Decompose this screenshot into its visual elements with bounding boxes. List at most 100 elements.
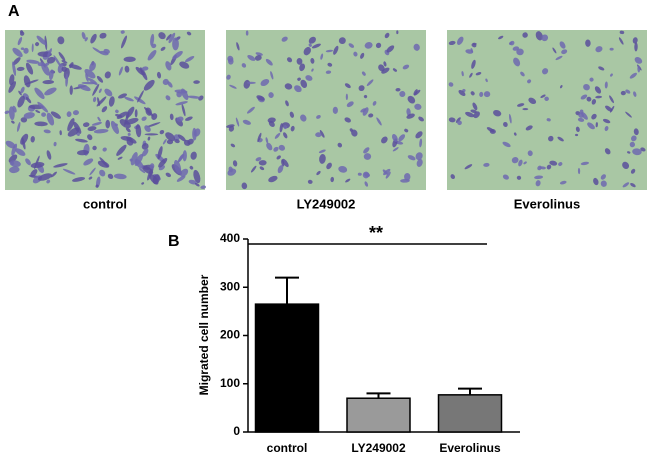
- cell: [629, 72, 637, 79]
- cell: [97, 116, 101, 122]
- cell: [12, 47, 23, 58]
- cell: [188, 179, 197, 185]
- cell: [619, 30, 625, 35]
- cell: [176, 175, 186, 182]
- cell: [513, 57, 521, 67]
- cell: [345, 178, 351, 183]
- cell: [464, 164, 473, 170]
- cell: [284, 83, 293, 90]
- cell: [76, 149, 89, 156]
- cell: [346, 101, 354, 108]
- cell: [141, 116, 147, 121]
- cell: [20, 31, 25, 36]
- cell: [61, 60, 68, 64]
- cell: [124, 96, 134, 102]
- cell: [605, 105, 613, 112]
- cell: [265, 58, 273, 66]
- cell: [186, 31, 192, 36]
- cell: [640, 147, 646, 152]
- cell: [11, 120, 15, 124]
- cell: [8, 166, 20, 174]
- cell: [469, 72, 473, 78]
- cell: [23, 112, 35, 119]
- cell: [319, 130, 325, 138]
- cell: [189, 165, 194, 170]
- cell: [15, 148, 26, 156]
- cell: [539, 166, 546, 170]
- cell: [577, 167, 581, 175]
- cell: [630, 168, 636, 174]
- cell: [525, 125, 533, 131]
- cell: [456, 36, 464, 45]
- cell: [50, 171, 57, 178]
- cell: [418, 116, 424, 122]
- cell: [144, 133, 159, 136]
- cell: [407, 95, 416, 104]
- cell: [345, 93, 348, 101]
- cell: [58, 51, 66, 62]
- cell: [385, 171, 391, 179]
- cell: [546, 164, 552, 170]
- cell: [226, 74, 231, 80]
- cell: [448, 117, 456, 123]
- cell: [520, 71, 525, 77]
- cell: [98, 88, 102, 94]
- cell: [461, 71, 464, 77]
- cell: [311, 68, 314, 72]
- cell: [137, 90, 144, 103]
- cell: [395, 87, 401, 92]
- cell: [516, 175, 522, 180]
- cell: [245, 30, 249, 36]
- cell: [518, 159, 523, 167]
- cell: [542, 68, 549, 75]
- cell: [90, 33, 97, 44]
- cell: [118, 93, 128, 99]
- cell: [20, 86, 25, 94]
- cell: [479, 91, 484, 97]
- cell: [450, 174, 455, 180]
- cell: [69, 85, 73, 96]
- cell: [16, 122, 21, 132]
- cell: [115, 113, 123, 118]
- bar: [346, 397, 411, 433]
- cell: [83, 158, 94, 166]
- cell: [300, 79, 308, 88]
- cell: [11, 143, 18, 156]
- cell: [227, 168, 237, 176]
- cell: [327, 62, 333, 67]
- cell: [305, 75, 313, 81]
- y-tick-label: 0: [233, 424, 240, 438]
- cell: [363, 94, 368, 99]
- cell: [41, 62, 50, 76]
- cell: [185, 116, 193, 121]
- significance: **: [369, 223, 383, 243]
- cell: [5, 140, 16, 149]
- cell: [228, 58, 234, 65]
- cell: [57, 36, 65, 45]
- y-axis-label: Migrated cell number: [197, 274, 211, 395]
- cell: [141, 148, 149, 157]
- cell: [193, 169, 201, 184]
- cell: [361, 71, 366, 76]
- cell: [357, 172, 362, 176]
- cell: [125, 127, 131, 133]
- cell: [256, 95, 265, 101]
- cell: [555, 55, 563, 61]
- cell: [162, 138, 167, 145]
- cell: [172, 50, 183, 60]
- cell: [368, 113, 374, 118]
- cell: [190, 151, 197, 160]
- cell: [9, 160, 21, 167]
- cell: [598, 66, 605, 71]
- cell: [527, 79, 532, 84]
- cell: [138, 168, 146, 174]
- cell: [386, 45, 395, 53]
- cell: [475, 72, 482, 76]
- cell: [59, 130, 62, 136]
- cell: [35, 42, 40, 47]
- cell: [360, 52, 365, 59]
- cell: [108, 96, 115, 107]
- cell: [53, 163, 68, 168]
- cell: [522, 108, 529, 111]
- cell: [235, 117, 240, 127]
